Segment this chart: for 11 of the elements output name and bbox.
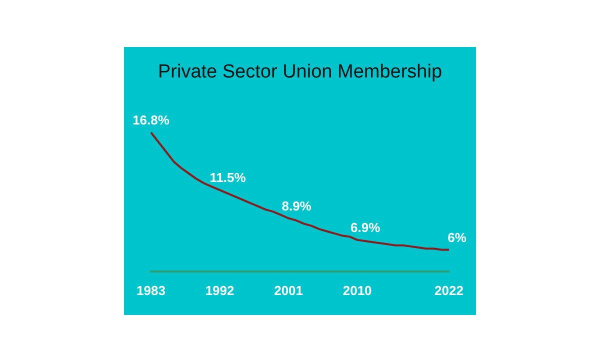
chart-title: Private Sector Union Membership [158,62,442,83]
x-tick-label: 1983 [136,282,166,298]
data-label: 6.9% [350,220,381,236]
x-tick-label: 2022 [434,282,464,298]
x-tick-label: 2010 [342,282,372,298]
x-tick-label: 2001 [274,282,303,298]
data-label: 11.5% [210,170,246,186]
data-label: 8.9% [282,198,312,214]
x-tick-label: 1992 [205,282,234,298]
data-label: 6% [448,230,467,245]
data-label: 16.8% [132,112,170,128]
